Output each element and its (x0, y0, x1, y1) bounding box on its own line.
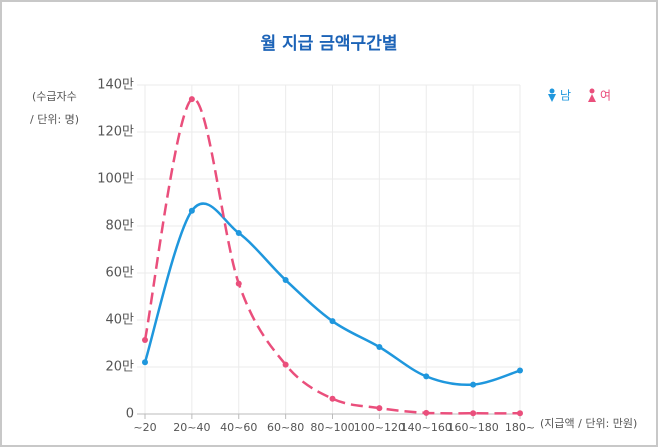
point (188, 96, 195, 103)
point (423, 373, 430, 380)
x-tick-label: 80~100 (310, 421, 354, 434)
point (423, 409, 430, 416)
point (470, 410, 477, 417)
point (235, 230, 242, 237)
point (235, 280, 242, 287)
y-tick-label: 80만 (105, 219, 134, 234)
point (329, 395, 336, 402)
point (376, 344, 383, 351)
y-tick-label: 100만 (97, 172, 134, 187)
y-axis-label: / 단위: 명) (30, 113, 79, 126)
y-tick-label: 120만 (97, 125, 134, 140)
chart-title: 월 지급 금액구간별 (261, 34, 398, 54)
x-tick-label: 100~120 (354, 421, 405, 434)
y-tick-label: 60만 (105, 266, 134, 281)
series-line (143, 97, 521, 415)
x-tick-label: 160~180 (448, 421, 499, 434)
x-tick-label: 180~ (505, 421, 535, 434)
x-tick-label: 140~160 (401, 421, 452, 434)
y-axis-label: (수급자수 (32, 90, 77, 103)
point (282, 277, 289, 284)
legend-label: 남 (560, 89, 571, 103)
point (470, 381, 477, 388)
x-tick-label: ~20 (133, 421, 156, 434)
point (282, 361, 289, 368)
legend-icon (589, 88, 595, 94)
point (517, 367, 523, 374)
legend-label: 여 (600, 89, 611, 103)
point (142, 336, 148, 343)
legend-icon (548, 94, 556, 102)
point (142, 359, 148, 366)
x-axis-label: (지급액 / 단위: 만원) (540, 417, 637, 430)
x-tick-label: 40~60 (220, 421, 257, 434)
x-tick-label: 60~80 (267, 421, 304, 434)
y-tick-label: 40만 (105, 313, 134, 328)
point (376, 405, 383, 412)
y-tick-label: 20만 (105, 360, 134, 375)
y-tick-label: 0 (126, 407, 134, 422)
point (517, 410, 523, 417)
point (188, 207, 195, 214)
x-tick-label: 20~40 (173, 421, 210, 434)
point (329, 318, 336, 325)
y-tick-label: 140만 (97, 78, 134, 93)
legend-icon (549, 88, 555, 94)
legend-icon (588, 94, 596, 102)
